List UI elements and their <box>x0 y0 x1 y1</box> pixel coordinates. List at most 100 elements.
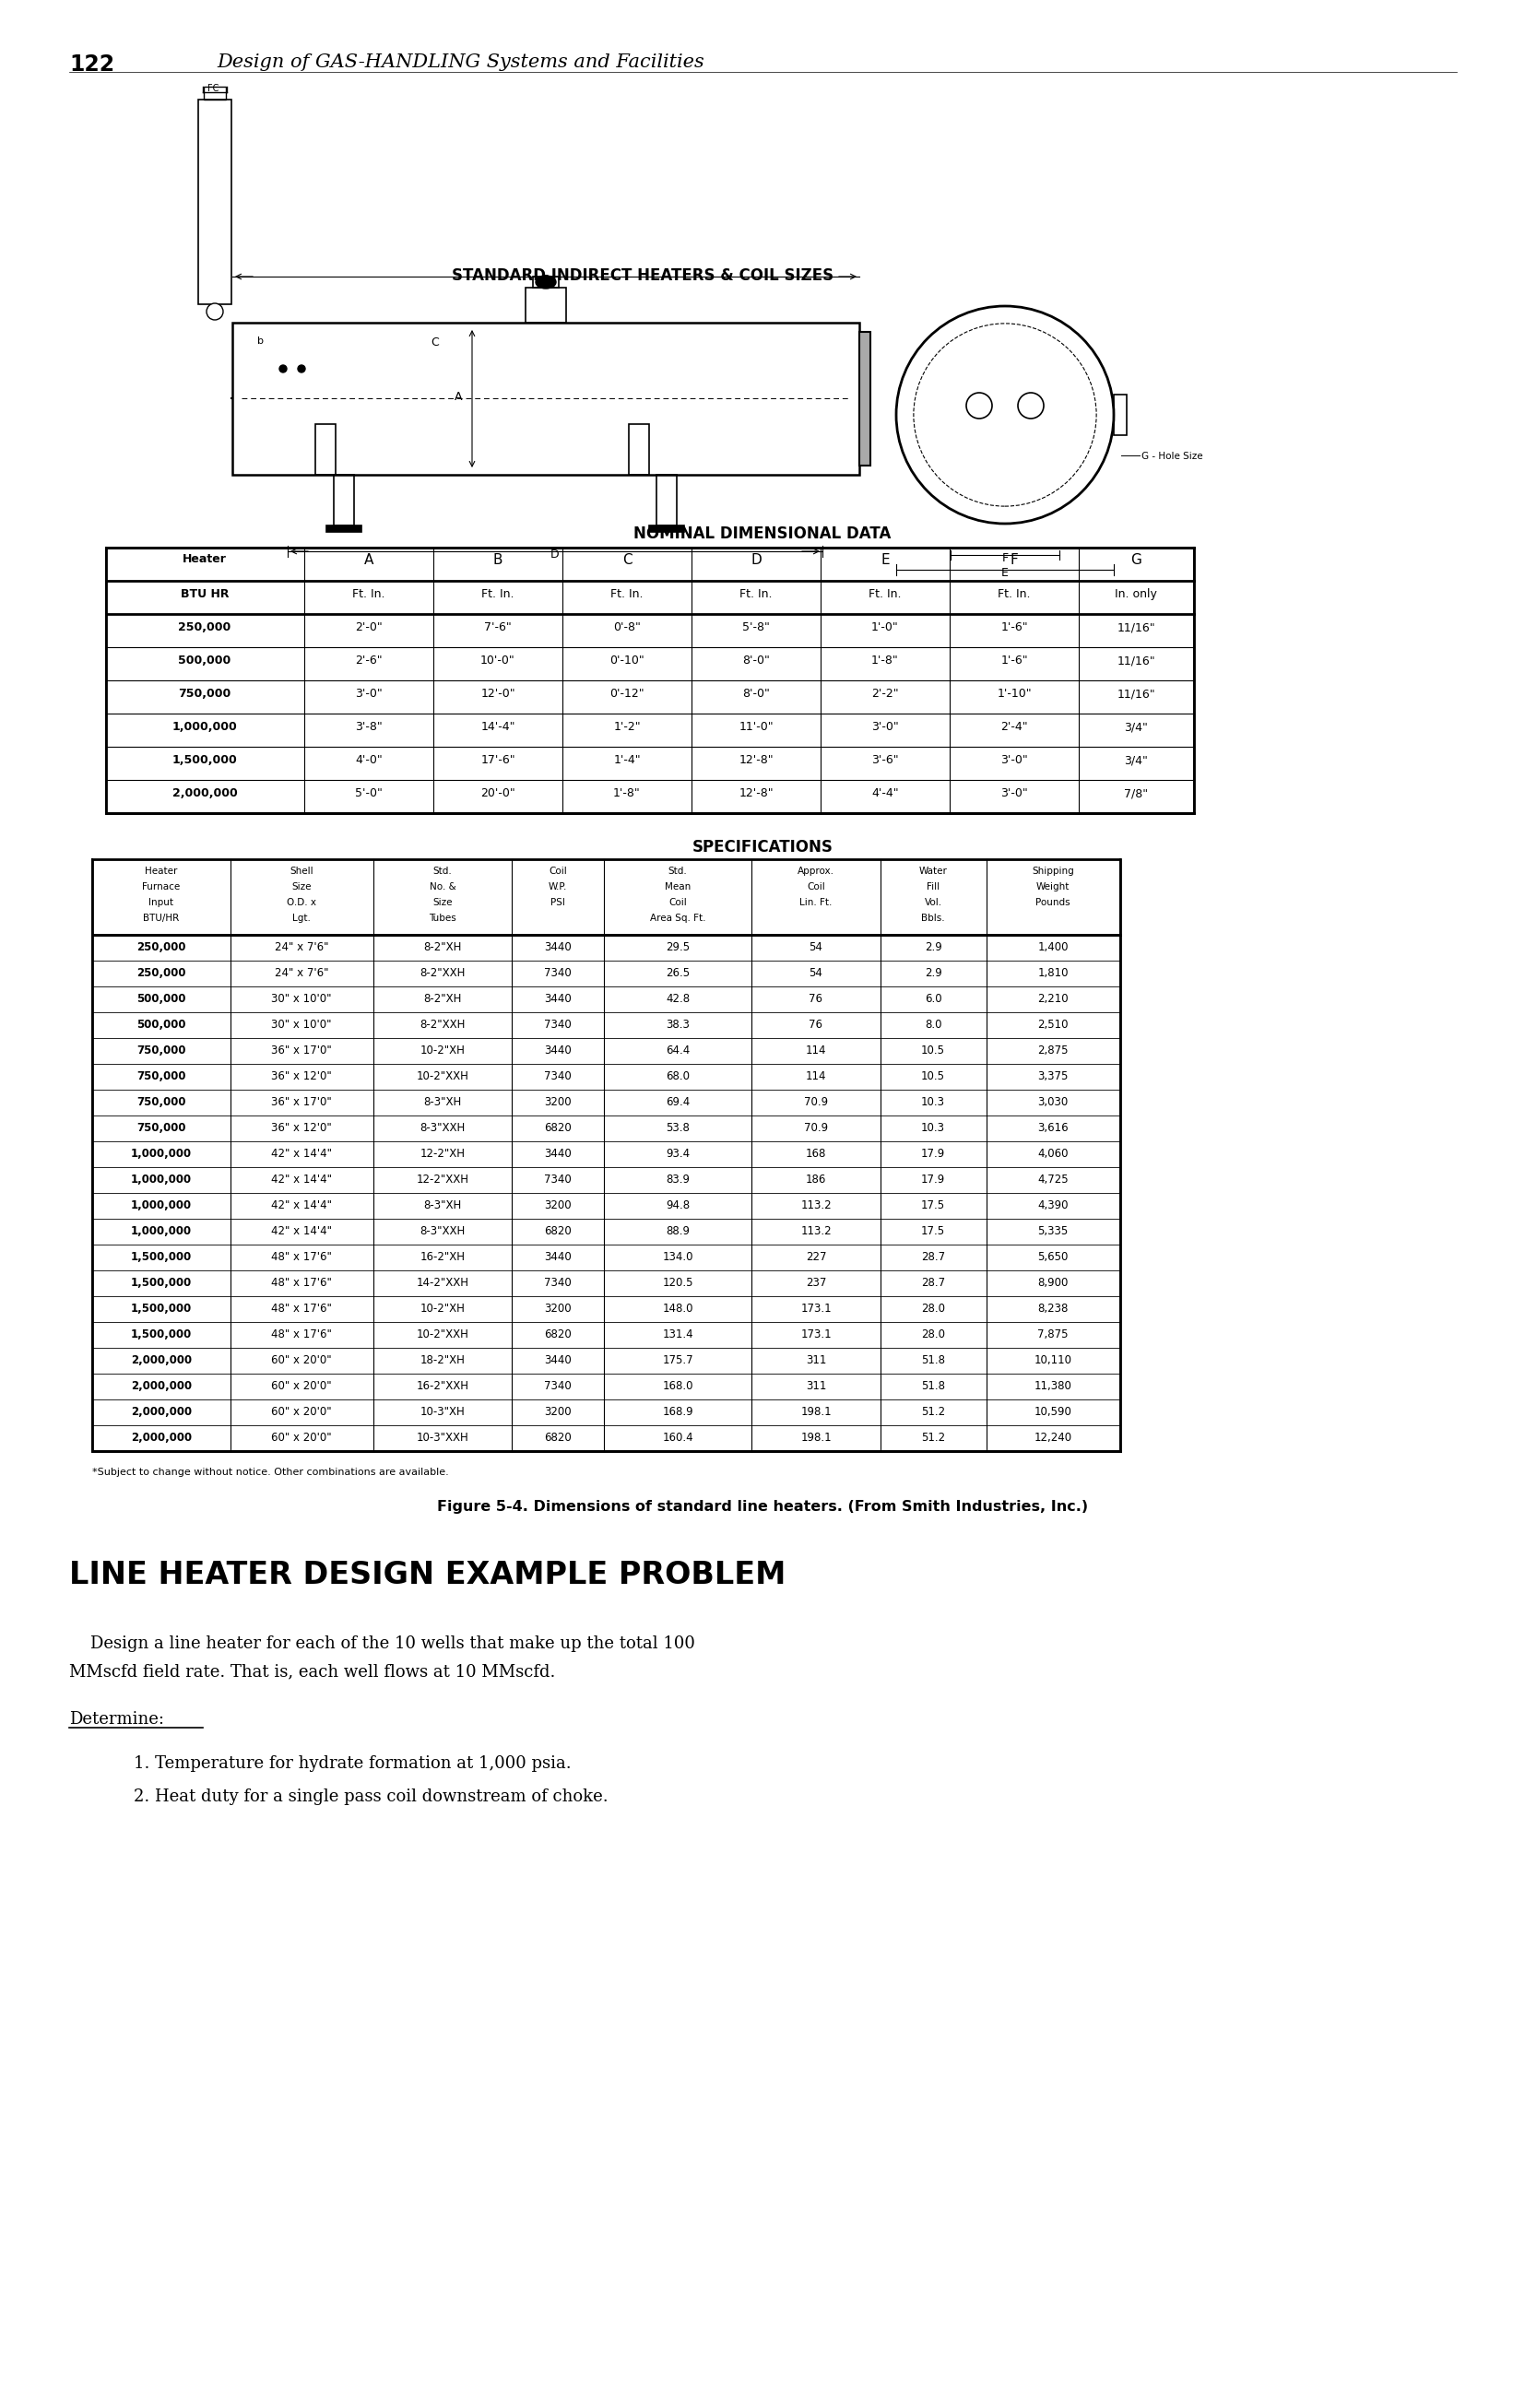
Text: 8.0: 8.0 <box>924 1019 941 1031</box>
Text: 1. Temperature for hydrate formation at 1,000 psia.: 1. Temperature for hydrate formation at … <box>134 1755 572 1772</box>
Bar <box>326 525 361 532</box>
Text: 48" x 17'6": 48" x 17'6" <box>271 1276 332 1288</box>
Text: 750,000: 750,000 <box>137 1045 186 1057</box>
Text: 3/4": 3/4" <box>1124 720 1148 732</box>
Circle shape <box>297 366 305 373</box>
Text: 10.3: 10.3 <box>921 1122 946 1134</box>
Text: 7340: 7340 <box>544 1380 572 1392</box>
Text: Coil: Coil <box>668 898 686 908</box>
Text: 8-2"XH: 8-2"XH <box>424 992 462 1004</box>
Text: 7340: 7340 <box>544 1173 572 1185</box>
Text: 14-2"XXH: 14-2"XXH <box>416 1276 468 1288</box>
Text: 237: 237 <box>805 1276 827 1288</box>
Text: Size: Size <box>291 881 311 891</box>
Text: 8-3"XXH: 8-3"XXH <box>419 1122 465 1134</box>
Text: Coil: Coil <box>549 867 567 877</box>
Text: 3'-6": 3'-6" <box>871 754 898 766</box>
Text: Approx.: Approx. <box>798 867 834 877</box>
Text: 3,030: 3,030 <box>1037 1096 1068 1108</box>
Text: 4'-4": 4'-4" <box>871 787 898 799</box>
Text: Std.: Std. <box>433 867 451 877</box>
Text: 173.1: 173.1 <box>801 1303 831 1315</box>
Text: 1,500,000: 1,500,000 <box>131 1276 192 1288</box>
Text: 83.9: 83.9 <box>666 1173 689 1185</box>
Text: Size: Size <box>433 898 453 908</box>
Text: 26.5: 26.5 <box>665 968 689 980</box>
Text: 2'-0": 2'-0" <box>355 621 383 633</box>
Text: 7/8": 7/8" <box>1124 787 1148 799</box>
Text: NOMINAL DIMENSIONAL DATA: NOMINAL DIMENSIONAL DATA <box>634 525 891 542</box>
Text: 227: 227 <box>805 1252 827 1264</box>
Text: 148.0: 148.0 <box>662 1303 694 1315</box>
Text: 10-3"XH: 10-3"XH <box>419 1406 465 1418</box>
Text: 42" x 14'4": 42" x 14'4" <box>271 1226 332 1238</box>
Text: MMscfd field rate. That is, each well flows at 10 MMscfd.: MMscfd field rate. That is, each well fl… <box>69 1664 555 1681</box>
Text: 8-3"XH: 8-3"XH <box>424 1096 462 1108</box>
Text: 6820: 6820 <box>544 1329 572 1341</box>
Text: 5,335: 5,335 <box>1037 1226 1068 1238</box>
Text: Tubes: Tubes <box>429 913 456 922</box>
Text: BTU/HR: BTU/HR <box>143 913 180 922</box>
Text: 175.7: 175.7 <box>662 1353 694 1365</box>
Text: 168.0: 168.0 <box>662 1380 694 1392</box>
Text: 6.0: 6.0 <box>924 992 941 1004</box>
Bar <box>628 424 650 474</box>
Text: 11/16": 11/16" <box>1116 655 1154 667</box>
Text: 1,810: 1,810 <box>1037 968 1069 980</box>
Text: A: A <box>454 390 462 402</box>
Text: 198.1: 198.1 <box>801 1433 831 1445</box>
Text: 3'-0": 3'-0" <box>355 689 383 701</box>
Text: 2,000,000: 2,000,000 <box>131 1380 192 1392</box>
Text: 60" x 20'0": 60" x 20'0" <box>271 1380 332 1392</box>
Text: 3200: 3200 <box>544 1096 572 1108</box>
Text: C: C <box>622 554 631 566</box>
Text: 53.8: 53.8 <box>666 1122 689 1134</box>
Text: 120.5: 120.5 <box>662 1276 694 1288</box>
Text: 7'-6": 7'-6" <box>483 621 511 633</box>
Text: 10-3"XXH: 10-3"XXH <box>416 1433 468 1445</box>
Text: 1,400: 1,400 <box>1037 942 1069 954</box>
Text: 10-2"XXH: 10-2"XXH <box>416 1069 468 1081</box>
Text: 1,000,000: 1,000,000 <box>131 1199 192 1211</box>
Bar <box>1113 395 1127 436</box>
Text: 14'-4": 14'-4" <box>480 720 515 732</box>
Text: 30" x 10'0": 30" x 10'0" <box>271 992 332 1004</box>
Text: 1,500,000: 1,500,000 <box>172 754 238 766</box>
Text: 48" x 17'6": 48" x 17'6" <box>271 1252 332 1264</box>
Text: 160.4: 160.4 <box>662 1433 694 1445</box>
Text: 51.8: 51.8 <box>921 1380 946 1392</box>
Text: B: B <box>493 554 503 566</box>
Text: Heater: Heater <box>145 867 177 877</box>
Text: 2,875: 2,875 <box>1037 1045 1069 1057</box>
Text: 51.8: 51.8 <box>921 1353 946 1365</box>
Text: SPECIFICATIONS: SPECIFICATIONS <box>692 838 833 855</box>
Text: 28.0: 28.0 <box>921 1329 946 1341</box>
Text: 0'-8": 0'-8" <box>613 621 640 633</box>
Text: O.D. x: O.D. x <box>287 898 316 908</box>
Text: 1'-6": 1'-6" <box>1000 621 1028 633</box>
Text: Mean: Mean <box>665 881 691 891</box>
Text: Ft. In.: Ft. In. <box>869 588 901 600</box>
Text: 311: 311 <box>805 1380 827 1392</box>
Text: 10.5: 10.5 <box>921 1069 946 1081</box>
Text: Lin. Ft.: Lin. Ft. <box>799 898 833 908</box>
Text: 48" x 17'6": 48" x 17'6" <box>271 1303 332 1315</box>
Text: 2,000,000: 2,000,000 <box>131 1406 192 1418</box>
Text: 94.8: 94.8 <box>665 1199 689 1211</box>
Text: 8'-0": 8'-0" <box>743 655 770 667</box>
Text: 38.3: 38.3 <box>666 1019 689 1031</box>
Text: 198.1: 198.1 <box>801 1406 831 1418</box>
Text: 2'-4": 2'-4" <box>1000 720 1028 732</box>
Text: 500,000: 500,000 <box>137 1019 186 1031</box>
Text: 168: 168 <box>805 1149 827 1161</box>
Text: 42" x 14'4": 42" x 14'4" <box>271 1199 332 1211</box>
Text: Input: Input <box>149 898 174 908</box>
Text: 76: 76 <box>810 1019 823 1031</box>
Text: Pounds: Pounds <box>1035 898 1071 908</box>
Ellipse shape <box>206 303 223 320</box>
Text: 24" x 7'6": 24" x 7'6" <box>274 942 328 954</box>
Text: 1'-4": 1'-4" <box>613 754 640 766</box>
Text: 28.0: 28.0 <box>921 1303 946 1315</box>
Text: Coil: Coil <box>807 881 825 891</box>
Text: 69.4: 69.4 <box>665 1096 689 1108</box>
